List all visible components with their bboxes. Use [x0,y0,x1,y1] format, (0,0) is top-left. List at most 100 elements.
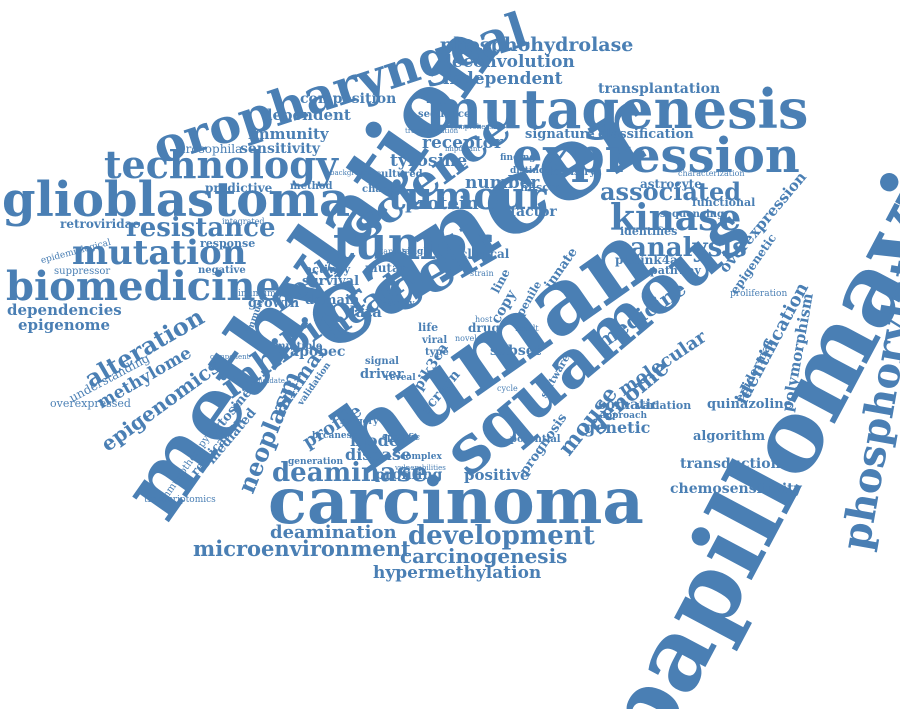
cloud-word: strain [470,269,494,278]
cloud-word: dependencies [7,301,122,319]
cloud-word: sequence [418,109,471,120]
cloud-word: cycle [497,384,518,393]
cloud-word: driver [360,367,404,382]
cloud-word: method [290,181,333,192]
cloud-word: type [425,347,449,358]
cloud-word: mutagenesis [425,77,809,141]
cloud-word: life [418,321,439,334]
cloud-word: hnsccs [520,181,562,194]
cloud-word: associated [600,177,741,206]
cloud-word: number [465,173,540,193]
cloud-word: factor [510,204,557,220]
cloud-word: transcriptomics [144,495,216,505]
cloud-word: domain [305,293,360,308]
cloud-word: specific [382,433,421,443]
cloud-word: mutation [72,233,247,273]
cloud-word: predictive [205,181,273,195]
cloud-word: drosophila [178,142,243,156]
cloud-word: reveal [385,373,416,383]
cloud-word: cultured [375,169,423,180]
cloud-word: independent [443,69,563,89]
cloud-word: infinium [238,289,276,299]
cloud-word: quinazoline [707,397,793,412]
cloud-word: development [408,521,595,551]
cloud-word: important [445,145,481,153]
cloud-word: approach [600,411,648,421]
cloud-word: profiling [375,467,443,483]
cloud-word: single [402,247,433,257]
cloud-word: proliferation [730,289,788,299]
cloud-word: carcinoma [268,464,644,539]
cloud-word: epigenome [18,316,111,334]
cloud-word: astrocyte [640,177,702,191]
cloud-word: surgery [340,417,379,427]
cloud-word: sequencing [660,209,725,220]
cloud-word: expression [512,128,800,184]
cloud-word: pathway [650,264,701,277]
cloud-word: technology [104,142,338,187]
cloud-word: complex [400,452,442,462]
cloud-word: carcinogenesis [400,544,568,568]
cloud-word: growth [248,296,300,311]
cloud-word: deconvolution [440,52,575,72]
cloud-word: generation [288,457,343,467]
cloud-word: transduction [680,456,781,472]
cloud-word: apobec [290,344,346,360]
cloud-word: composition [300,91,397,107]
cloud-word: mutant [365,261,415,275]
cloud-word: brcaness [312,431,357,441]
cloud-word: distinct [510,166,549,176]
cloud-word: analysis [630,233,747,263]
cloud-word: protein [405,193,479,214]
cloud-word: glioblastoma [2,172,351,228]
cloud-word: chemosensitivity [670,481,802,497]
cloud-word: kinase [610,197,742,239]
cloud-word: sensitivity [240,141,321,157]
cloud-word: variation [636,399,692,412]
cloud-word: microenvironment [193,536,411,561]
cloud-word: vulnerabilities [395,464,446,472]
cloud-word: dentistry [545,167,596,178]
cloud-word: immunity [248,125,329,143]
cloud-word: clinical [460,247,510,261]
cloud-word: subset [490,343,542,359]
cloud-word: somatic [598,397,660,413]
cloud-word: signature [525,127,595,142]
cloud-word: viral [422,335,448,346]
cloud-word: phosphohydrolase [440,34,634,56]
cloud-word: signal [365,356,399,367]
cloud-word: dependent [262,106,351,124]
cloud-word: characterization [678,169,745,178]
cloud-word: positive [464,466,530,484]
cloud-word: response [200,237,256,250]
cloud-word: drug [468,321,500,335]
cloud-word: receptor [422,133,503,153]
cloud-word: biomedicine [6,263,281,310]
cloud-word: comprehensive [450,123,504,131]
cloud-word: activity [305,263,351,276]
cloud-word: hypermethylation [373,563,542,583]
cloud-word: multiple [275,341,323,352]
cloud-word: model [350,431,406,450]
cloud-word: result [515,324,539,333]
cloud-word: background [330,169,373,177]
cloud-word: deaminase [272,458,428,488]
cloud-word: p16ink4a [615,253,678,267]
cloud-word: suppressor [54,266,111,277]
cloud-word: targeted [380,247,415,256]
cloud-word: array [388,299,415,309]
cloud-word: resistance [126,213,276,243]
cloud-word: transformation [405,127,459,135]
cloud-word: overexpressed [50,397,131,410]
cloud-word: component [210,353,250,361]
cloud-word: tumour [388,173,547,218]
cloud-word: retroviridae [60,217,141,231]
cloud-word: identifies [620,225,678,238]
cloud-word: survival [302,274,360,289]
cloud-word: transplantation [598,81,721,97]
cloud-word: genetic [584,418,651,437]
cloud-word: host [475,315,493,324]
cloud-word: finding [500,153,536,163]
cloud-word: functional [692,196,756,209]
